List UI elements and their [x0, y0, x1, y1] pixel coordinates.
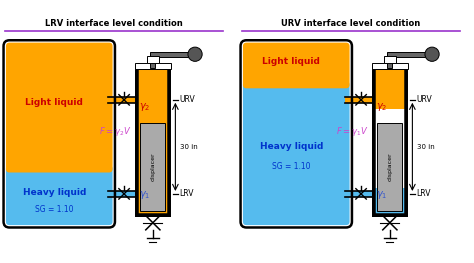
Bar	[387, 52, 426, 57]
Bar	[345, 191, 377, 197]
Bar	[135, 63, 171, 69]
Text: Heavy liquid: Heavy liquid	[260, 142, 323, 151]
Bar	[374, 188, 405, 214]
Bar	[377, 123, 402, 211]
Text: displacer: displacer	[387, 153, 392, 181]
Bar	[137, 68, 168, 214]
FancyBboxPatch shape	[6, 43, 113, 173]
Text: LRV interface level condition: LRV interface level condition	[45, 19, 182, 28]
Bar	[137, 68, 168, 214]
Bar	[151, 52, 189, 57]
Bar	[345, 97, 377, 103]
Bar	[140, 123, 165, 211]
Text: LRV: LRV	[417, 189, 431, 198]
Text: $\gamma_1$: $\gamma_1$	[139, 189, 151, 201]
Bar	[372, 63, 408, 69]
Bar	[151, 54, 155, 68]
Bar	[108, 191, 140, 197]
Text: SG = 1.10: SG = 1.10	[272, 162, 310, 171]
Text: $\gamma_1$: $\gamma_1$	[376, 189, 388, 201]
Text: Light liquid: Light liquid	[25, 98, 83, 107]
Text: SG = 0.85: SG = 0.85	[35, 121, 73, 130]
Bar	[135, 214, 171, 217]
FancyBboxPatch shape	[243, 43, 350, 88]
Circle shape	[188, 47, 202, 61]
Text: $F = \gamma_1 V$: $F = \gamma_1 V$	[336, 125, 368, 138]
Text: $\gamma_2$: $\gamma_2$	[376, 101, 388, 113]
Text: SG = 0.85: SG = 0.85	[272, 73, 310, 82]
Bar	[135, 65, 171, 217]
Text: URV: URV	[180, 95, 195, 104]
Bar	[9, 46, 109, 171]
Text: 30 in: 30 in	[417, 144, 434, 150]
Bar	[374, 68, 405, 214]
Bar	[108, 97, 140, 103]
Text: LRV: LRV	[180, 189, 194, 198]
FancyBboxPatch shape	[6, 165, 113, 225]
Text: Light liquid: Light liquid	[262, 57, 320, 66]
FancyBboxPatch shape	[243, 81, 350, 225]
Bar	[372, 65, 408, 217]
Bar	[374, 68, 405, 214]
Text: $F = \gamma_2 V$: $F = \gamma_2 V$	[99, 125, 131, 138]
FancyBboxPatch shape	[4, 40, 115, 227]
Bar	[372, 214, 408, 217]
Text: URV interface level condition: URV interface level condition	[281, 19, 420, 28]
Text: 30 in: 30 in	[180, 144, 197, 150]
Text: URV: URV	[417, 95, 432, 104]
Circle shape	[425, 47, 439, 61]
FancyBboxPatch shape	[240, 40, 352, 227]
Bar	[387, 54, 392, 68]
Text: displacer: displacer	[150, 153, 155, 181]
Bar	[246, 46, 346, 87]
Text: $\gamma_2$: $\gamma_2$	[139, 101, 151, 113]
Bar	[374, 68, 405, 109]
Bar	[384, 56, 396, 63]
Text: Heavy liquid: Heavy liquid	[23, 188, 86, 197]
Bar	[137, 68, 168, 214]
Text: SG = 1.10: SG = 1.10	[35, 205, 73, 215]
Bar	[147, 56, 159, 63]
